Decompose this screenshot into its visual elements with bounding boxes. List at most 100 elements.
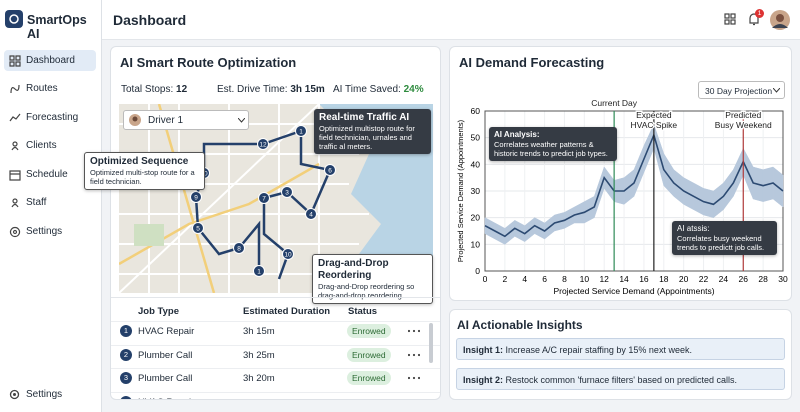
y-tick-label: 0 — [475, 266, 480, 276]
scrollbar — [429, 323, 433, 363]
range-label: 30 Day Projection — [705, 86, 773, 96]
apps-button[interactable] — [724, 13, 736, 25]
callout-title: Drag-and-Drop Reordering — [318, 258, 389, 281]
nav-label: Clients — [26, 140, 57, 151]
job-type: Plumber Call — [138, 373, 193, 384]
nav-item[interactable]: Clients — [4, 135, 96, 156]
stop-label: 7 — [262, 196, 266, 203]
stop-label: 8 — [237, 246, 241, 253]
menu-dot — [417, 376, 420, 380]
route-panel: AI Smart Route Optimization Total Stops:… — [110, 46, 441, 400]
nav-item[interactable]: Schedule — [4, 164, 96, 185]
callout-title: AI atssis: — [677, 224, 710, 233]
row-divider — [111, 344, 440, 346]
stat: AI Time Saved: 24% — [333, 84, 424, 95]
panel-title: AI Demand Forecasting — [459, 55, 605, 70]
route-stop — [253, 265, 265, 277]
stat-label: Est. Drive Time: — [217, 84, 288, 95]
stat: Est. Drive Time: 3h 15m — [217, 84, 325, 95]
job-type: HVAC Repair — [138, 326, 195, 337]
stop-label: 3 — [285, 190, 289, 197]
x-tick-label: 0 — [483, 274, 488, 284]
nav-icon — [9, 226, 21, 238]
route-stop — [281, 186, 293, 198]
y-tick-label: 10 — [471, 239, 481, 249]
route-stop — [258, 192, 270, 204]
nav-label: Settings — [26, 226, 63, 237]
nav-item[interactable]: Routes — [4, 78, 96, 99]
range-select[interactable]: 30 Day Projection — [698, 81, 785, 99]
job-type: HVAC Repair — [138, 397, 194, 400]
status-pill: Enrowed — [347, 371, 391, 385]
duration: 3h 15m — [243, 326, 275, 337]
row-number: 2 — [120, 348, 132, 361]
marker-label: Busy Weekend — [715, 120, 772, 130]
callout-text: Optimized multi-stop route for a field t… — [90, 168, 195, 186]
marker-label: Predicted — [725, 110, 761, 120]
nav-item[interactable]: Settings — [4, 221, 96, 242]
jobs-table: Job Type Estimated Duration Status 1 HVAC Re… — [111, 297, 440, 401]
row-menu[interactable] — [408, 329, 420, 333]
x-tick-label: 22 — [699, 274, 709, 284]
callout-text: Drag-and-Drop reordering so drag-and-dro… — [318, 282, 415, 300]
nav-item[interactable]: Staff — [4, 192, 96, 213]
menu-dot — [412, 353, 416, 356]
panel-title: AI Actionable Insights — [457, 318, 583, 332]
y-tick-label: 50 — [471, 133, 481, 143]
callout-title: Optimized Sequence — [90, 156, 189, 167]
route-stop — [295, 125, 307, 137]
x-tick-label: 10 — [580, 274, 590, 284]
y-tick-label: 30 — [471, 186, 481, 196]
menu-dot — [417, 353, 420, 356]
route-stop — [190, 191, 202, 203]
nav-item[interactable]: Forecasting — [4, 107, 96, 128]
row-menu[interactable] — [408, 353, 420, 357]
column-header: Job Type — [138, 306, 179, 317]
route-stop — [192, 222, 204, 234]
nav-icon — [11, 198, 19, 208]
x-tick-label: 6 — [542, 274, 547, 284]
insight-label: Insight 1: — [463, 345, 503, 355]
user-avatar[interactable] — [770, 10, 790, 30]
stop-label: 1 — [299, 129, 303, 136]
nav-icon — [9, 113, 21, 122]
nav-label: Forecasting — [26, 112, 79, 123]
menu-dot — [408, 376, 411, 380]
stat-value: 24% — [403, 84, 424, 95]
job-type: Plumber Call — [138, 349, 193, 361]
row-divider — [111, 368, 440, 369]
stop-label: 9 — [194, 195, 198, 202]
nav-icon — [9, 170, 21, 181]
stat-value: 3h 15m — [290, 84, 325, 95]
marker-label: HVAC Spike — [631, 120, 678, 130]
y-axis-label: Projected Service Demand (Appointments) — [456, 119, 465, 262]
column-header: Estimated Duration — [243, 306, 331, 317]
icon-shape — [9, 226, 21, 238]
row-divider — [111, 391, 440, 393]
stop-label: 5 — [196, 226, 200, 233]
icon-shape — [9, 55, 21, 67]
menu-dot — [408, 329, 411, 333]
driver-select[interactable]: Driver 1 — [123, 110, 249, 130]
route-stop — [324, 164, 336, 176]
row-menu[interactable] — [408, 400, 420, 401]
callout-text: Optimized multistop route for field tech… — [319, 124, 415, 151]
notifications-button[interactable] — [747, 12, 761, 26]
x-tick-label: 20 — [679, 274, 689, 284]
duration: 3h 20m — [243, 373, 275, 384]
nav-label: Routes — [26, 83, 58, 94]
callout-title: Real-time Traffic AI — [319, 112, 410, 123]
icon-shape — [11, 141, 19, 151]
route-stop — [233, 242, 245, 254]
sequence-callout: Optimized Sequence Optimized multi-stop r… — [84, 152, 205, 190]
insight: Insight 2: Restock common 'furnace filte… — [456, 368, 785, 390]
nav-item[interactable]: Dashboard — [4, 50, 96, 71]
x-tick-label: 2 — [502, 274, 507, 284]
top-bar: Dashboard 1 — [102, 0, 800, 40]
reorder-callout: Drag-and-Drop Reordering Drag-and-Drop re… — [312, 254, 433, 304]
nav-settings-footer[interactable]: Settings — [4, 384, 96, 405]
row-menu[interactable] — [408, 376, 420, 380]
status-pill: Enrowed — [347, 324, 391, 338]
x-tick-label: 14 — [619, 274, 629, 284]
